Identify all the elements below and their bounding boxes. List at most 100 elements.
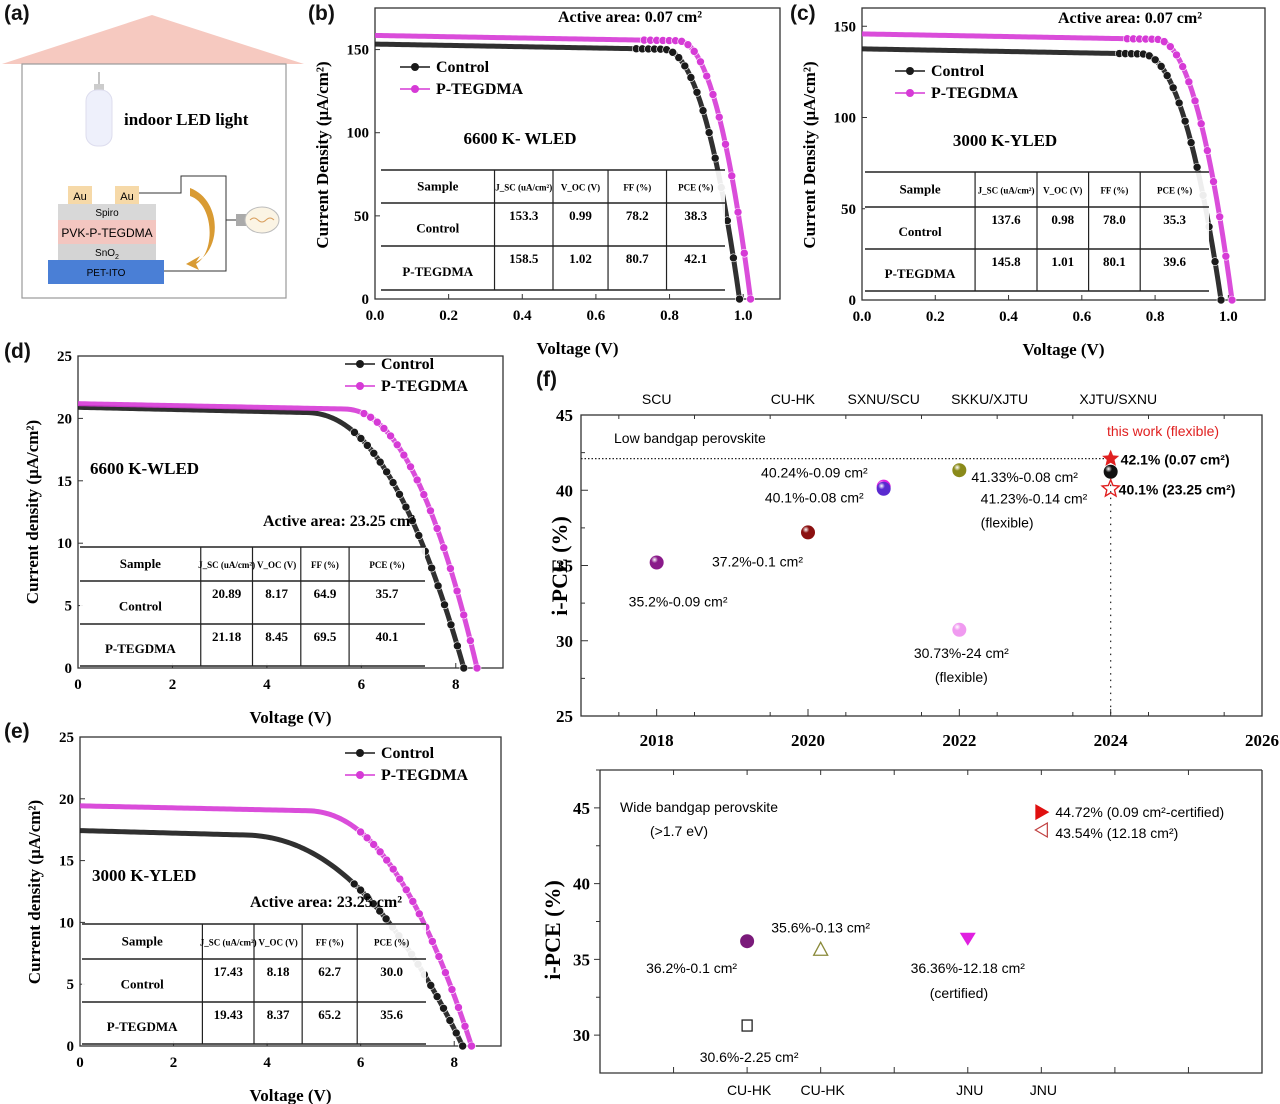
x-axis-title: Voltage (V)	[1023, 340, 1105, 359]
data-point-label: 41.23%-0.14 cm²	[981, 491, 1088, 507]
data-point-ptegdma	[1178, 62, 1187, 71]
data-point-ptegdma	[372, 417, 382, 427]
data-point-control	[704, 128, 714, 137]
x-tick-label: 2022	[942, 731, 976, 750]
data-point-control	[453, 641, 462, 651]
x-tick-label: 0	[76, 1055, 84, 1071]
table-header-cell: V_OC (V)	[561, 183, 600, 193]
y-tick-label: 20	[59, 792, 74, 808]
data-point-ptegdma	[466, 636, 475, 645]
y-tick-label: 50	[841, 202, 856, 218]
x-tick-label: 0.0	[853, 309, 872, 325]
table-header-cell: PCE (%)	[374, 938, 409, 948]
data-point-ptegdma	[452, 586, 462, 596]
table-header-cell: V_OC (V)	[258, 938, 297, 948]
y-tick-label: 20	[57, 411, 72, 427]
y-tick-label: 10	[57, 536, 72, 552]
data-point-ptegdma	[428, 937, 437, 946]
data-point-triangle-down	[959, 932, 976, 946]
table-header-cell: V_OC (V)	[257, 560, 296, 570]
y-tick-label: 35	[556, 557, 573, 576]
x-tick-label: 0.4	[513, 308, 532, 324]
table-cell: 20.89	[212, 586, 242, 601]
data-point-ptegdma	[467, 1041, 476, 1051]
data-point-ptegdma	[454, 1003, 463, 1012]
table-cell: 69.5	[314, 629, 337, 644]
table-cell: 0.98	[1051, 212, 1074, 227]
legend-marker	[356, 771, 364, 779]
data-point-control	[1168, 83, 1178, 93]
x-tick-label: 0	[74, 677, 82, 693]
y-axis-title: Current Density (μA/cm²)	[800, 61, 819, 248]
legend-marker	[356, 382, 364, 390]
table-header-cell: J_SC (uA/cm²)	[198, 560, 255, 570]
data-point-label: 36.36%-12.18 cm²	[911, 960, 1026, 976]
data-point-control	[1210, 257, 1220, 266]
data-point-control	[1192, 162, 1202, 172]
table-header-cell: Sample	[120, 556, 161, 571]
table-cell: 145.8	[991, 254, 1021, 269]
table-cell: P-TEGDMA	[402, 264, 473, 279]
table-header-cell: J_SC (uA/cm²)	[200, 938, 257, 948]
y-tick-label: 25	[556, 707, 573, 726]
panel-label-f: (f)	[536, 368, 557, 391]
x-axis-title: Voltage (V)	[250, 1086, 332, 1104]
parameters-table: Sample J_SC (uA/cm²) V_OC (V) FF (%) PCE (%)…	[865, 171, 1209, 292]
data-point-control	[375, 457, 385, 467]
data-point-label: 30.6%-2.25 cm²	[700, 1049, 799, 1065]
data-point-control	[363, 441, 372, 450]
y-tick-label: 150	[834, 19, 857, 35]
spiro-layer	[58, 204, 156, 220]
low-bandgap-title: Low bandgap perovskite	[614, 430, 766, 446]
data-point-control	[427, 563, 436, 573]
table-cell: 8.37	[267, 1007, 290, 1022]
data-point-ptegdma	[439, 543, 449, 553]
legend-label: P-TEGDMA	[381, 378, 469, 395]
data-point-sphere	[876, 481, 891, 496]
data-point-triangle-up	[812, 940, 829, 956]
data-point-ptegdma	[472, 663, 482, 673]
x-tick-label: 2	[170, 1055, 178, 1071]
data-point-control	[1180, 116, 1190, 126]
data-point-ptegdma	[362, 833, 372, 843]
data-point-ptegdma	[369, 840, 378, 849]
data-point-label-note: (flexible)	[935, 669, 988, 685]
data-point-ptegdma	[401, 885, 411, 895]
light-source-annotation: 6600 K- WLED	[463, 129, 576, 148]
table-header-cell: V_OC (V)	[1043, 186, 1082, 196]
data-point-label: 40.24%-0.09 cm²	[761, 465, 868, 481]
y-tick-label: 25	[59, 730, 74, 746]
data-point-ptegdma	[696, 57, 705, 67]
data-point-ptegdma	[366, 412, 375, 422]
x-axis-title: Voltage (V)	[250, 708, 332, 727]
x-axis-title: Voltage (V)	[537, 339, 619, 358]
data-point-ptegdma	[714, 112, 724, 122]
x-tick-label: 4	[263, 1055, 271, 1071]
data-point-ptegdma	[406, 462, 415, 472]
data-point-label: 36.2%-0.1 cm²	[646, 960, 737, 976]
data-point-control	[686, 73, 696, 82]
data-point-control	[369, 899, 378, 908]
data-point-ptegdma	[1172, 50, 1181, 60]
light-source-annotation: 3000 K-YLED	[92, 866, 196, 885]
pet-ito-layer	[48, 260, 164, 284]
active-area-annotation: Active area: 0.07 cm²	[1058, 10, 1202, 27]
table-cell: P-TEGDMA	[885, 266, 956, 281]
light-source-annotation: 3000 K-YLED	[953, 131, 1057, 150]
table-cell: 42.1	[684, 251, 707, 266]
table-header-cell: FF (%)	[311, 560, 339, 570]
table-cell: 64.9	[314, 586, 337, 601]
data-point-control	[698, 106, 708, 115]
data-point-ptegdma	[1196, 119, 1206, 129]
data-point-label-note: (flexible)	[981, 515, 1034, 531]
data-point-circle	[740, 934, 755, 949]
data-point-control	[446, 620, 456, 630]
circuit-wire	[139, 175, 227, 272]
data-point-label: 35.2%-0.09 cm²	[629, 593, 728, 609]
x-tick-label: 0.6	[587, 308, 606, 324]
legend-marker	[356, 360, 364, 368]
y-tick-label: 100	[834, 111, 857, 127]
data-point-label: 43.54% (12.18 cm²)	[1055, 825, 1178, 841]
table-header-cell: J_SC (uA/cm²)	[978, 186, 1035, 196]
